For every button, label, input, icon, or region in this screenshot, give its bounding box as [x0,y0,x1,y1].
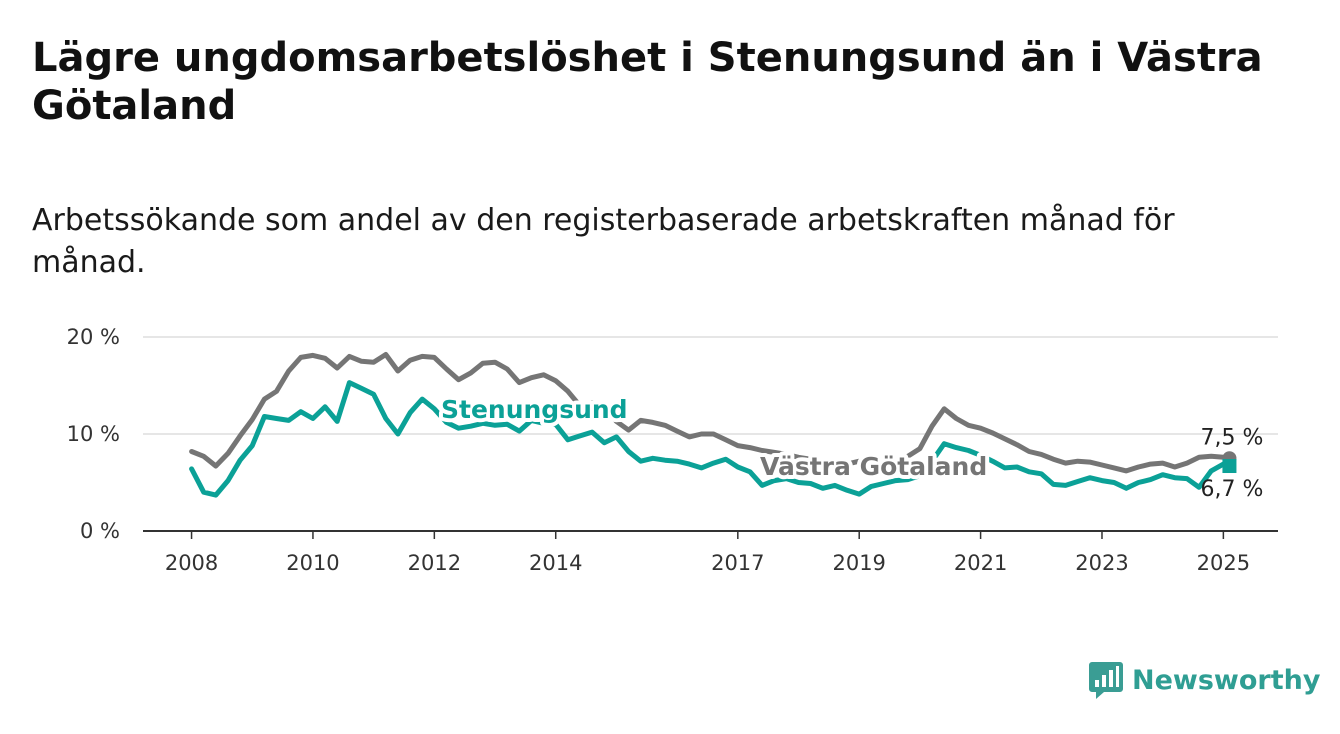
chart-title: Lägre ungdomsarbetslöshet i Stenungsund … [32,35,1263,129]
series-line-vastra-gotaland [189,352,1232,474]
y-tick-label: 20 % [67,325,120,349]
x-tick-label: 2019 [832,551,885,575]
x-tick-label: 2012 [408,551,461,575]
series-layer [189,352,1237,498]
series-label-stenungsund: Stenungsund [441,395,628,424]
line-chart: 0 % 10 % 20 % 2008 2010 2012 2014 2017 2019 2021 2… [67,325,1278,575]
chart-subtitle: Arbetssökande som andel av den registerb… [32,203,1175,280]
end-point-stenungsund [1222,459,1237,474]
x-tick-label: 2014 [529,551,582,575]
x-tick-label: 2010 [286,551,339,575]
series-label-vastra-gotaland: Västra Götaland [760,452,987,481]
x-tick-label: 2008 [165,551,218,575]
x-tick-label: 2023 [1075,551,1128,575]
grid-layer [143,336,1278,539]
tick-labels: 0 % 10 % 20 % 2008 2010 2012 2014 2017 2019 2021 2… [67,325,1250,575]
series-line-stenungsund [189,380,1232,498]
newsworthy-logo-icon [1089,662,1123,699]
newsworthy-logo: Newsworthy [1088,660,1320,700]
x-tick-label: 2025 [1197,551,1250,575]
brand-name: Newsworthy [1132,664,1321,696]
end-label-vastra-gotaland: 7,5 % [1201,425,1264,450]
x-tick-label: 2021 [954,551,1007,575]
y-tick-label: 10 % [67,422,120,446]
series-label-vastra-gotaland-halo: Västra Götaland [760,452,987,481]
y-tick-label: 0 % [80,519,120,543]
series-label-stenungsund-halo: Stenungsund [441,395,628,424]
end-label-stenungsund: 6,7 % [1201,477,1264,502]
x-tick-label: 2017 [711,551,764,575]
